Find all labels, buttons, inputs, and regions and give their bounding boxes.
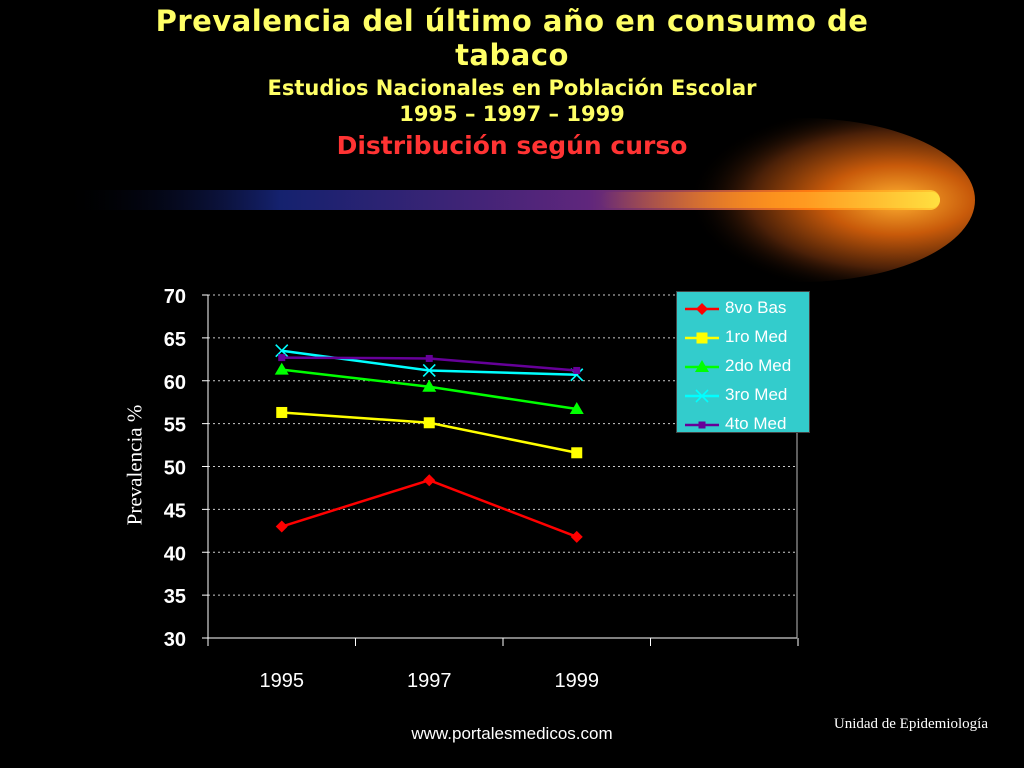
data-point-1ro-med [423,417,435,429]
legend-item-4to-med: 4to Med [677,412,809,441]
legend-swatch [685,332,719,344]
data-point-1ro-med [276,406,288,418]
y-tick-label: 40 [164,543,186,565]
legend-swatch [685,360,719,372]
unit-label: Unidad de Epidemiología [833,716,988,732]
x-tick-label: 1997 [407,670,452,692]
legend-marker [695,360,709,372]
distribution-subtitle: Distribución según curso [336,131,688,160]
legend-label: 4to Med [725,414,787,433]
legend-marker [696,303,708,315]
data-point-8vo-bas [423,474,436,487]
data-point-3ro-med [422,363,436,378]
x-tick-label: 1995 [260,670,305,692]
legend-item-2do-med: 2do Med [677,354,809,383]
y-tick-labels: 30 35 40 45 50 55 60 65 70 [164,286,186,651]
page-title: Prevalencia del último año en consumo de… [155,4,869,72]
series-lines [274,344,584,543]
legend-swatch [685,303,719,315]
y-tick-label: 35 [164,586,186,608]
legend-swatch [685,421,719,429]
y-tick-label: 45 [164,500,186,522]
line-chart: 30 35 40 45 50 55 60 65 70 1995 1997 1999 [164,286,799,692]
legend-marker [695,389,709,403]
chart-legend: 8vo Bas 1ro Med 2do Med 3ro Med 4to Med [676,291,810,433]
legend-label: 2do Med [725,356,792,375]
y-tick-label: 70 [164,286,186,308]
legend-marker [696,332,708,344]
legend-label: 3ro Med [725,385,788,404]
series-4to-med [278,354,581,374]
data-point-1ro-med [571,447,583,459]
y-tick-label: 65 [164,329,186,351]
series-8vo-bas [275,474,583,543]
legend-item-1ro-med: 1ro Med [677,325,809,354]
data-point-8vo-bas [275,520,288,533]
series-1ro-med [276,406,583,459]
legend-swatch [685,389,719,403]
x-tick-label: 1999 [555,670,600,692]
data-point-3ro-med [275,344,289,358]
title-block: Prevalencia del último año en consumo de… [0,4,1024,161]
years-subtitle: 1995 – 1997 – 1999 [399,102,625,126]
legend-marker [698,421,706,429]
website-link[interactable]: www.portalesmedicos.com [411,724,613,743]
y-tick-label: 60 [164,372,186,394]
legend-item-8vo-bas: 8vo Bas [677,296,809,325]
comet-background-graphic [60,118,975,282]
data-point-2do-med [422,379,437,392]
data-point-4to-med [278,354,286,362]
page-subtitle: Estudios Nacionales en Población Escolar [267,76,757,100]
legend-label: 8vo Bas [725,298,787,317]
data-point-4to-med [573,366,581,374]
y-tick-label: 30 [164,629,186,651]
series-line-8vo-bas [281,478,578,538]
series-2do-med [274,362,584,415]
data-point-8vo-bas [570,530,583,543]
legend-item-3ro-med: 3ro Med [677,383,809,412]
data-point-2do-med [569,402,584,415]
data-point-2do-med [274,362,289,375]
data-point-4to-med [425,354,433,362]
x-tick-labels: 1995 1997 1999 [260,670,600,692]
legend-label: 1ro Med [725,327,788,346]
y-tick-label: 50 [164,458,186,480]
y-tick-label: 55 [164,415,186,437]
